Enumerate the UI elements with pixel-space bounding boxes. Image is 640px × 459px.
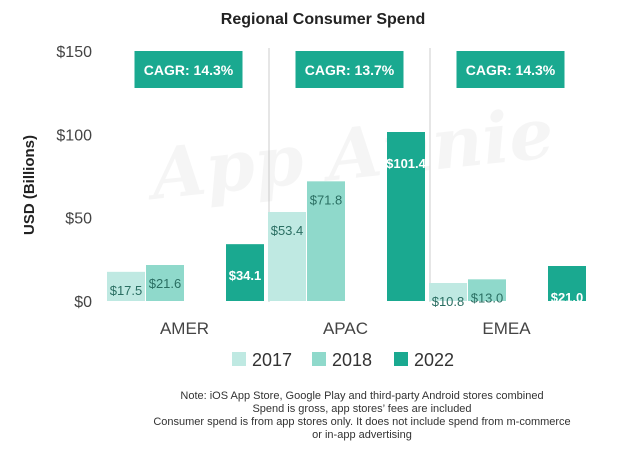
bar-emea-2022 xyxy=(548,266,586,301)
legend-swatch-2022 xyxy=(394,352,408,366)
data-label-apac-2018: $71.8 xyxy=(310,192,343,207)
note-line-2: Spend is gross, app stores’ fees are inc… xyxy=(252,403,471,415)
y-axis-label: USD (Billions) xyxy=(21,135,38,235)
note-line-1: Note: iOS App Store, Google Play and thi… xyxy=(180,390,543,402)
data-label-amer-2017: $17.5 xyxy=(110,283,143,298)
bar-apac-2017 xyxy=(268,212,306,301)
x-tick-label-apac: APAC xyxy=(323,319,368,338)
legend: 2017 2018 2022 xyxy=(232,350,454,370)
y-tick-label-3: $150 xyxy=(56,44,92,61)
note-line-4: or in-app advertising xyxy=(312,429,412,441)
y-tick-label-1: $50 xyxy=(65,211,92,228)
bar-apac-2022 xyxy=(387,132,425,301)
data-label-emea-2022: $21.0 xyxy=(551,290,584,305)
y-tick-label-0: $0 xyxy=(74,294,92,311)
legend-swatch-2018 xyxy=(312,352,326,366)
bar-apac-2018 xyxy=(307,181,345,301)
cagr-annotations: CAGR: 14.3% CAGR: 13.7% CAGR: 14.3% xyxy=(134,51,565,88)
data-label-emea-2018: $13.0 xyxy=(471,290,504,305)
note-line-3: Consumer spend is from app stores only. … xyxy=(153,416,570,428)
data-label-apac-2022: $101.4 xyxy=(386,156,427,171)
y-axis-ticks: $0 $50 $100 $150 xyxy=(56,44,92,311)
bar-amer-2022 xyxy=(226,244,264,301)
bars: $17.5 $53.4 $10.8 $21.6 $71.8 $13.0 $34.1 $101.… xyxy=(107,132,586,309)
cagr-box-apac xyxy=(295,51,404,88)
legend-label-2022: 2022 xyxy=(414,350,454,370)
data-label-emea-2017: $10.8 xyxy=(432,294,465,309)
watermark: App Annie xyxy=(141,91,557,216)
cagr-label-apac: CAGR: 13.7% xyxy=(305,62,395,78)
data-label-amer-2018: $21.6 xyxy=(149,276,182,291)
cagr-box-emea xyxy=(456,51,565,88)
cagr-label-amer: CAGR: 14.3% xyxy=(144,62,234,78)
bar-emea-2017 xyxy=(429,283,467,301)
y-tick-label-2: $100 xyxy=(56,127,92,144)
bar-emea-2018 xyxy=(468,279,506,301)
legend-swatch-2017 xyxy=(232,352,246,366)
x-tick-label-emea: EMEA xyxy=(482,319,531,338)
cagr-label-emea: CAGR: 14.3% xyxy=(466,62,556,78)
data-label-amer-2022: $34.1 xyxy=(229,268,262,283)
x-axis-ticks: AMER APAC EMEA xyxy=(160,319,531,338)
x-tick-label-amer: AMER xyxy=(160,319,209,338)
chart-title: Regional Consumer Spend xyxy=(221,11,425,28)
legend-label-2017: 2017 xyxy=(252,350,292,370)
cagr-box-amer xyxy=(134,51,243,88)
bar-amer-2017 xyxy=(107,271,145,301)
bar-amer-2018 xyxy=(146,265,184,301)
legend-label-2018: 2018 xyxy=(332,350,372,370)
data-label-apac-2017: $53.4 xyxy=(271,223,304,238)
